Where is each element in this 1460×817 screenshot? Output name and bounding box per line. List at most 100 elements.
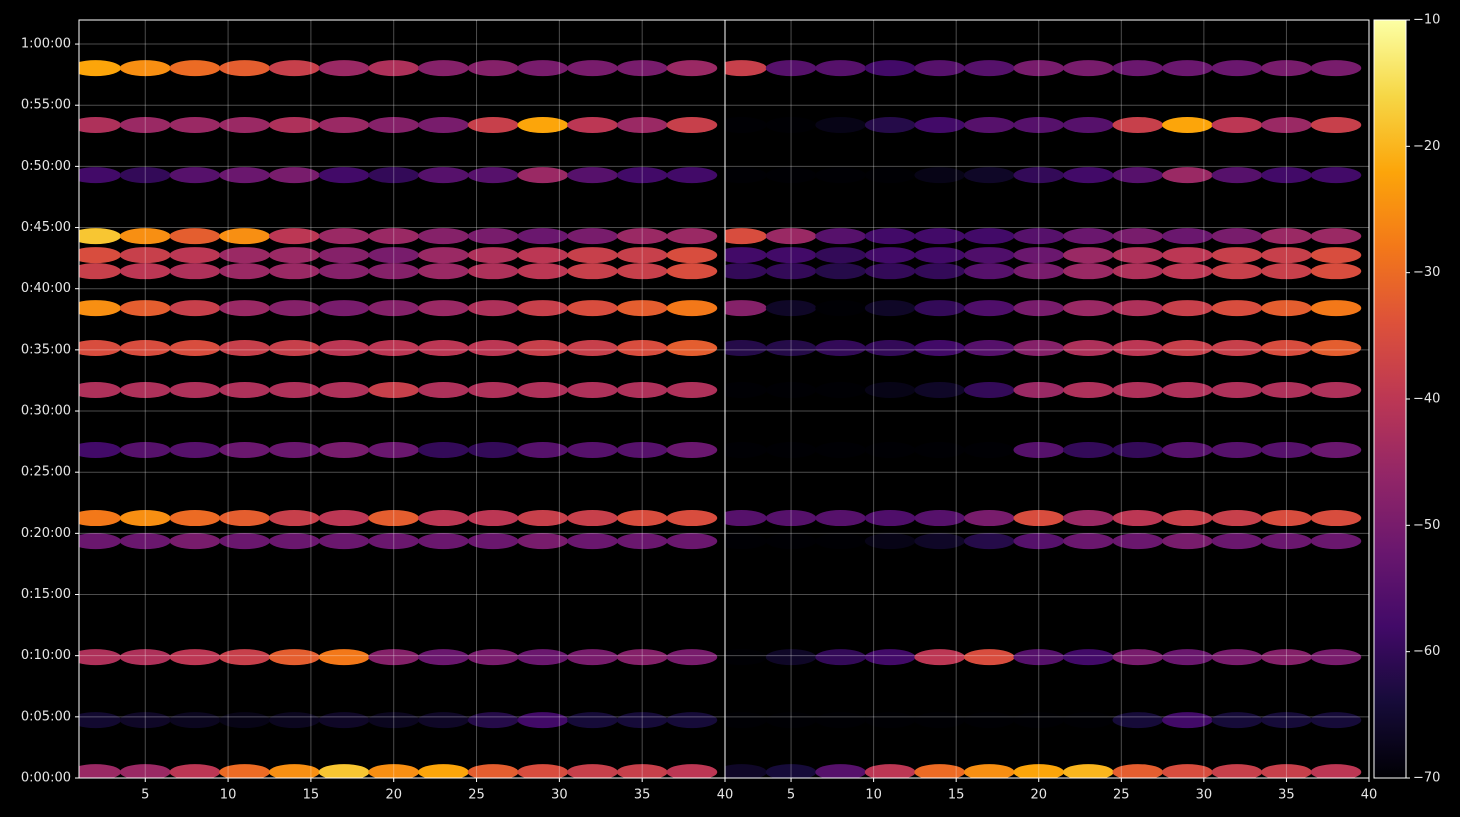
heat-cell (765, 533, 817, 550)
heat-cell (1261, 60, 1312, 77)
heat-cell (914, 340, 965, 357)
heat-cell (119, 340, 171, 357)
heat-cell (79, 649, 121, 666)
heat-cell (169, 263, 221, 280)
heat-cell (616, 263, 668, 280)
heat-cell (418, 382, 469, 399)
heat-cell (318, 533, 370, 550)
heat-cell (1112, 167, 1164, 184)
heat-cell (765, 510, 817, 527)
heat-cell (1162, 340, 1213, 357)
heat-cell (1112, 60, 1164, 77)
heat-cell (1063, 167, 1114, 184)
heat-cell (864, 510, 916, 527)
heat-cell (219, 649, 270, 666)
heat-cell (616, 510, 668, 527)
heat-cell (815, 382, 866, 399)
heat-cell (169, 167, 221, 184)
heat-cell (1063, 510, 1114, 527)
heat-cell (616, 340, 668, 357)
heat-cell (1162, 441, 1213, 458)
heat-cell (864, 340, 916, 357)
heat-cell (963, 649, 1015, 666)
heat-cell (1063, 340, 1114, 357)
heat-cell (1310, 228, 1362, 245)
heat-cell (914, 300, 965, 317)
heat-cell (616, 649, 668, 666)
heat-cell (79, 228, 121, 245)
heat-cell (864, 300, 916, 317)
heat-cell (914, 649, 965, 666)
x-tick-label: 40 (717, 788, 734, 803)
heat-cell (517, 712, 569, 729)
heat-cell (79, 300, 121, 317)
heat-cell (666, 167, 718, 184)
y-tick-label: 0:25:00 (21, 465, 71, 480)
heat-cell (318, 247, 370, 264)
heat-cell (467, 340, 519, 357)
heat-cell (567, 263, 618, 280)
heat-cell (368, 382, 420, 399)
heat-cell (1112, 649, 1164, 666)
heat-cell (169, 300, 221, 317)
heat-cell (368, 300, 420, 317)
heat-cell (79, 263, 121, 280)
heat-cell (318, 300, 370, 317)
x-tick-label: 30 (1196, 788, 1213, 803)
heat-cell (1162, 649, 1213, 666)
heat-cell (1211, 228, 1263, 245)
heat-cell (368, 247, 420, 264)
heat-cell (318, 712, 370, 729)
heat-cell (1261, 510, 1312, 527)
heat-cell (616, 712, 668, 729)
heat-cell (1211, 60, 1263, 77)
heat-cell (765, 300, 817, 317)
heat-cell (418, 60, 469, 77)
colorbar-tick-label: −40 (1413, 392, 1440, 407)
colorbar-tick-label: −20 (1413, 139, 1440, 154)
heat-cell (418, 649, 469, 666)
heat-cell (517, 167, 569, 184)
heat-cell (1112, 382, 1164, 399)
heat-cell (864, 764, 916, 778)
heat-cell (268, 712, 320, 729)
heat-cell (914, 382, 965, 399)
heat-cell (815, 167, 866, 184)
heat-cell (1063, 300, 1114, 317)
heat-cell (765, 712, 817, 729)
colorbar-tick-label: −60 (1413, 644, 1440, 659)
heat-cell (268, 382, 320, 399)
heat-cell (517, 60, 569, 77)
heat-cell (725, 247, 767, 264)
heat-cell (517, 441, 569, 458)
heat-cell (1013, 712, 1065, 729)
heat-cell (79, 60, 121, 77)
heat-cell (666, 228, 718, 245)
heat-cell (368, 263, 420, 280)
heat-cell (963, 228, 1015, 245)
heat-cell (467, 228, 519, 245)
heat-cell (318, 510, 370, 527)
heat-cell (616, 60, 668, 77)
heat-cell (864, 60, 916, 77)
heat-cell (567, 300, 618, 317)
heat-cell (567, 441, 618, 458)
heat-cell (169, 340, 221, 357)
heat-cell (864, 167, 916, 184)
heat-cell (219, 60, 270, 77)
heat-cell (963, 712, 1015, 729)
heat-cell (1063, 441, 1114, 458)
heat-cell (119, 712, 171, 729)
x-tick-label: 10 (865, 788, 882, 803)
heat-cell (963, 60, 1015, 77)
heat-cell (1310, 712, 1362, 729)
x-tick-label: 5 (141, 788, 149, 803)
heatmap-panel (79, 60, 718, 778)
heat-cell (963, 764, 1015, 778)
heat-cell (368, 712, 420, 729)
heat-cell (963, 247, 1015, 264)
heat-cell (169, 712, 221, 729)
heat-cell (616, 167, 668, 184)
heat-cell (616, 300, 668, 317)
heat-cell (567, 510, 618, 527)
